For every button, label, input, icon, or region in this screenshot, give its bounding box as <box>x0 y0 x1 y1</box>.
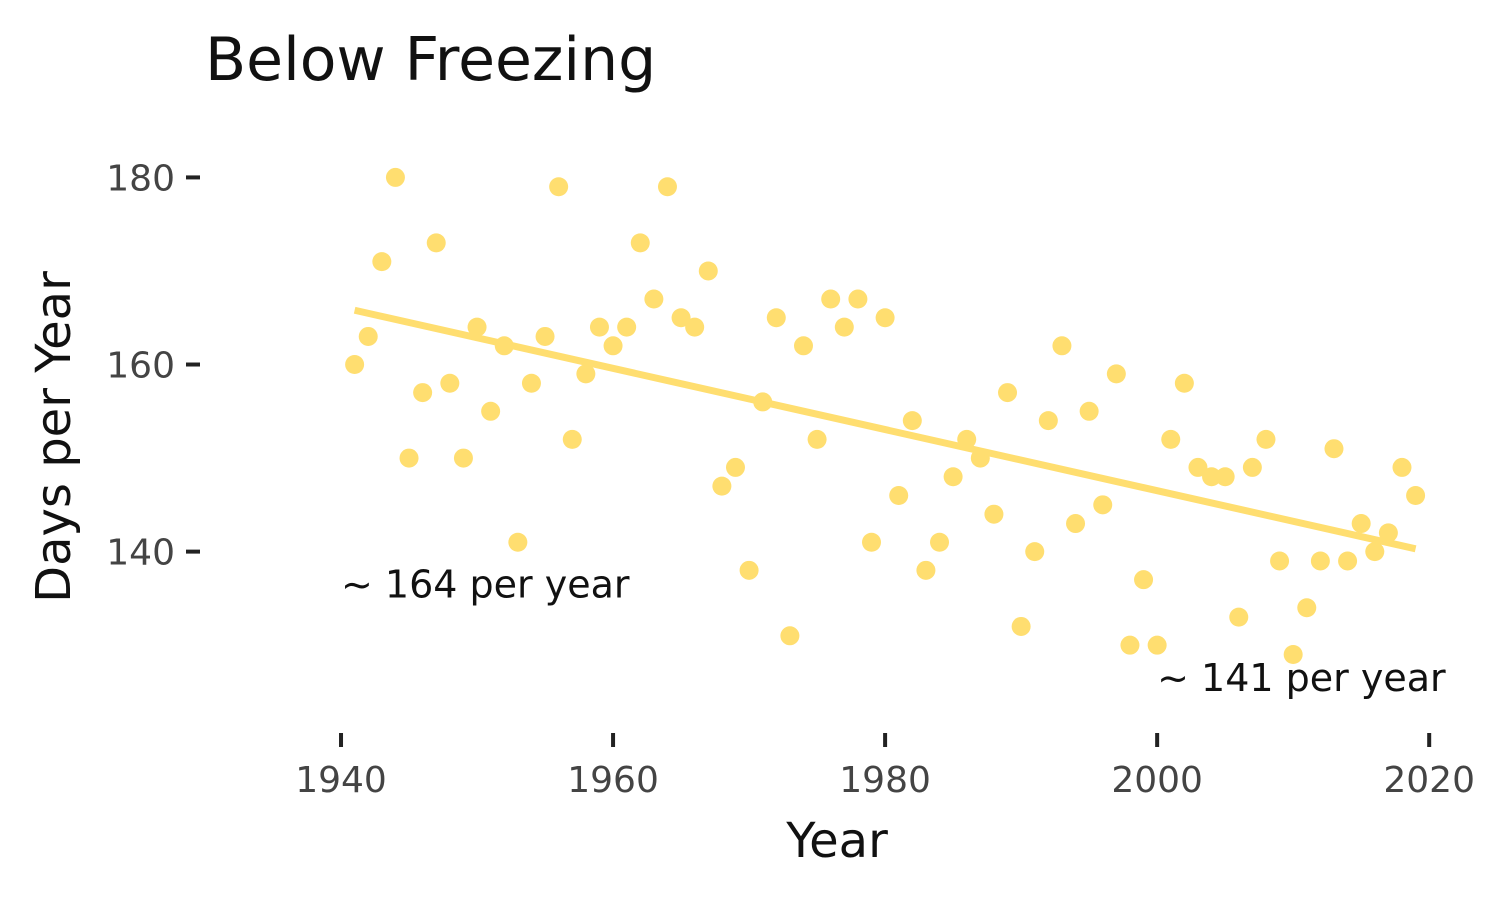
data-point <box>630 233 650 253</box>
data-point <box>481 401 501 421</box>
data-point <box>1106 364 1126 384</box>
data-point <box>1406 485 1426 505</box>
y-axis-title: Days per Year <box>26 271 82 603</box>
data-point <box>1161 429 1181 449</box>
x-tick-label: 1980 <box>839 760 931 801</box>
data-point <box>426 233 446 253</box>
data-point <box>521 373 541 393</box>
data-point <box>440 373 460 393</box>
data-point <box>916 560 936 580</box>
x-tick-label: 2000 <box>1111 760 1203 801</box>
data-point <box>1134 570 1154 590</box>
data-points <box>345 167 1426 665</box>
data-point <box>902 411 922 431</box>
x-tick-label: 1940 <box>295 760 387 801</box>
data-point <box>1283 645 1303 665</box>
data-point <box>385 167 405 187</box>
data-point <box>372 252 392 272</box>
data-point <box>1378 523 1398 543</box>
data-point <box>1174 373 1194 393</box>
y-tick-label: 180 <box>106 158 175 199</box>
data-point <box>1310 551 1330 571</box>
data-point <box>862 532 882 552</box>
data-point <box>1052 336 1072 356</box>
data-point <box>1038 411 1058 431</box>
data-point <box>1392 457 1412 477</box>
data-point <box>576 364 596 384</box>
data-point <box>1242 457 1262 477</box>
data-point <box>1120 635 1140 655</box>
data-point <box>821 289 841 309</box>
data-point <box>943 467 963 487</box>
data-point <box>793 336 813 356</box>
data-point <box>766 308 786 328</box>
data-point <box>508 532 528 552</box>
y-tick-label: 160 <box>106 346 175 387</box>
data-point <box>712 476 732 496</box>
data-point <box>603 336 623 356</box>
data-point <box>453 448 473 468</box>
y-axis: 140 160 180 <box>106 158 200 574</box>
data-point <box>807 429 827 449</box>
data-point <box>413 383 433 403</box>
data-point <box>399 448 419 468</box>
data-point <box>562 429 582 449</box>
annotation-label: ~ 141 per year <box>1157 656 1446 700</box>
data-point <box>1215 467 1235 487</box>
data-point <box>1297 598 1317 618</box>
data-point <box>984 504 1004 524</box>
data-point <box>358 326 378 346</box>
data-point <box>1011 616 1031 636</box>
data-point <box>1079 401 1099 421</box>
data-point <box>848 289 868 309</box>
annotations: ~ 164 per year ~ 141 per year <box>341 562 1446 700</box>
x-tick-label: 2020 <box>1383 760 1475 801</box>
data-point <box>1270 551 1290 571</box>
annotation-label: ~ 164 per year <box>341 562 630 606</box>
data-point <box>725 457 745 477</box>
data-point <box>644 289 664 309</box>
data-point <box>1147 635 1167 655</box>
data-point <box>1351 514 1371 534</box>
data-point <box>1066 514 1086 534</box>
data-point <box>698 261 718 281</box>
data-point <box>685 317 705 337</box>
data-point <box>1202 467 1222 487</box>
trend-line <box>353 306 1417 553</box>
data-point <box>930 532 950 552</box>
y-tick-label: 140 <box>106 533 175 574</box>
data-point <box>889 485 909 505</box>
data-point <box>549 177 569 197</box>
data-point <box>345 355 365 375</box>
data-point <box>657 177 677 197</box>
data-point <box>589 317 609 337</box>
data-point <box>1188 457 1208 477</box>
data-point <box>780 626 800 646</box>
data-point <box>1365 542 1385 562</box>
data-point <box>739 560 759 580</box>
data-point <box>998 383 1018 403</box>
data-point <box>1338 551 1358 571</box>
data-point <box>671 308 691 328</box>
data-point <box>1324 439 1344 459</box>
data-point <box>467 317 487 337</box>
data-point <box>1256 429 1276 449</box>
x-axis: 1940 1960 1980 2000 2020 <box>295 733 1475 801</box>
chart-title: Below Freezing <box>205 25 656 95</box>
data-point <box>535 326 555 346</box>
data-point <box>1025 542 1045 562</box>
x-axis-title: Year <box>785 813 888 869</box>
trend-line-group <box>353 306 1417 553</box>
data-point <box>875 308 895 328</box>
data-point <box>834 317 854 337</box>
data-point <box>1093 495 1113 515</box>
data-point <box>617 317 637 337</box>
data-point <box>1229 607 1249 627</box>
x-tick-label: 1960 <box>567 760 659 801</box>
